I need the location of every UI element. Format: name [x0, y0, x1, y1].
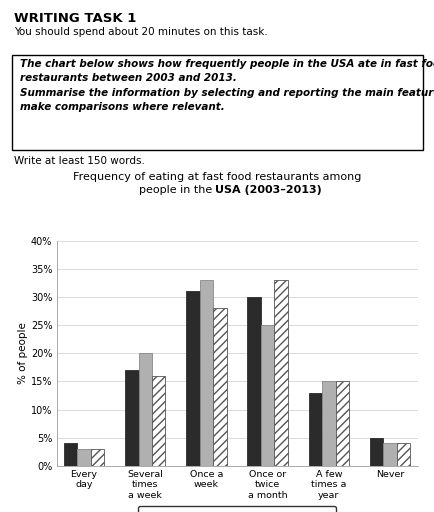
Text: You should spend about 20 minutes on this task.: You should spend about 20 minutes on thi…: [14, 27, 267, 37]
Bar: [308, 393, 322, 466]
Text: The chart below shows how frequently people in the USA ate in fast food
restaura: The chart below shows how frequently peo…: [20, 59, 434, 83]
Bar: [335, 381, 348, 466]
Text: Frequency of eating at fast food restaurants among: Frequency of eating at fast food restaur…: [73, 172, 361, 182]
Bar: [274, 280, 287, 466]
Bar: [151, 376, 165, 466]
Bar: [260, 325, 274, 466]
Bar: [125, 370, 138, 466]
Bar: [382, 443, 396, 466]
Bar: [369, 438, 382, 466]
Bar: [213, 308, 226, 466]
Text: Write at least 150 words.: Write at least 150 words.: [14, 156, 145, 166]
Text: people in the: people in the: [138, 185, 215, 195]
Text: WRITING TASK 1: WRITING TASK 1: [14, 12, 136, 25]
Bar: [64, 443, 77, 466]
Bar: [77, 449, 91, 466]
Bar: [91, 449, 104, 466]
Bar: [186, 291, 199, 466]
Y-axis label: % of people: % of people: [18, 323, 28, 384]
Text: USA (2003–2013): USA (2003–2013): [215, 185, 322, 195]
Legend: 2003, 2006, 2013: 2003, 2006, 2013: [137, 506, 336, 512]
Bar: [396, 443, 409, 466]
Text: Summarise the information by selecting and reporting the main features, and
make: Summarise the information by selecting a…: [20, 88, 434, 112]
Bar: [12, 55, 422, 150]
Bar: [247, 297, 260, 466]
Bar: [138, 353, 151, 466]
Bar: [322, 381, 335, 466]
Bar: [199, 280, 213, 466]
